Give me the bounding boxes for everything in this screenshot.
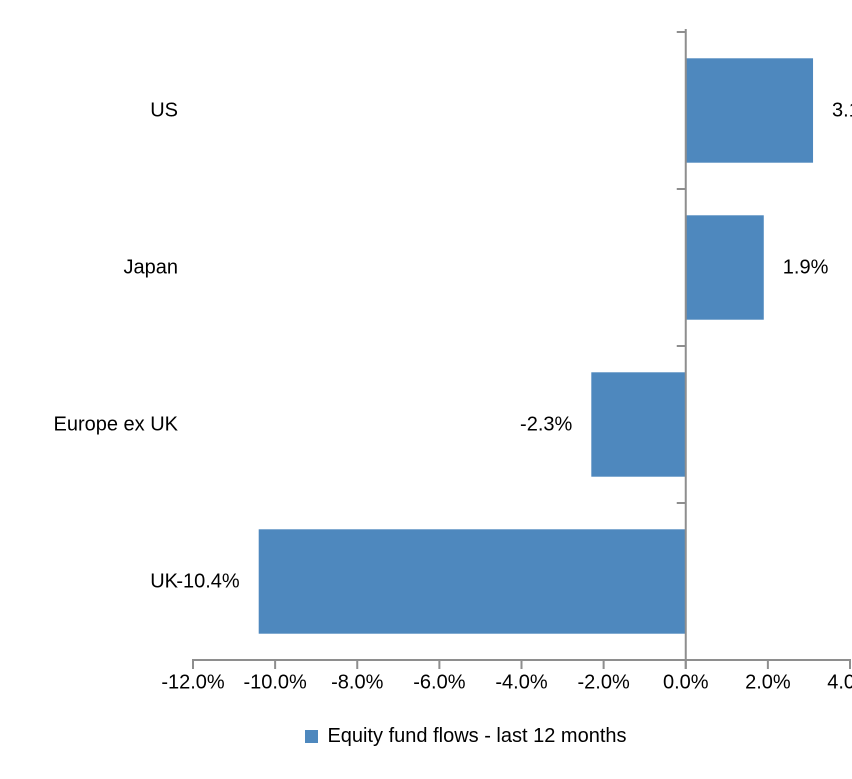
category-label-europe-ex-uk: Europe ex UK [53, 414, 178, 436]
value-label-us: 3.1% [832, 100, 852, 122]
value-label-japan: 1.9% [783, 257, 829, 279]
x-axis-tick-label: 0.0% [663, 672, 709, 694]
value-label-europe-ex-uk: -2.3% [520, 414, 572, 436]
category-label-japan: Japan [124, 257, 179, 279]
x-axis-tick-label: 4.0% [827, 672, 852, 694]
value-label-uk: -10.4% [176, 571, 240, 593]
equity-fund-flows-bar-chart: -12.0% -10.0% -8.0% -6.0% -4.0% -2.0% 0.0% 2.0%… [40, 16, 852, 763]
bar-uk [258, 529, 686, 634]
chart-canvas: -12.0% -10.0% -8.0% -6.0% -4.0% -2.0% 0.0% 2.0%… [53, 29, 852, 694]
bar-us [685, 58, 814, 163]
x-axis-tick-label: -12.0% [161, 672, 225, 694]
category-label-us: US [150, 100, 178, 122]
legend-label: Equity fund flows - last 12 months [327, 724, 627, 747]
chart-legend: Equity fund flows - last 12 months [40, 716, 852, 756]
x-axis-tick-label: -8.0% [331, 672, 383, 694]
x-axis-tick-label: -10.0% [243, 672, 307, 694]
x-axis-tick-label: -4.0% [495, 672, 547, 694]
legend-marker-swatch [305, 729, 319, 743]
x-axis-tick-label: 2.0% [745, 672, 791, 694]
category-label-uk: UK [150, 571, 178, 593]
bar-japan [685, 215, 764, 320]
x-axis-tick-label: -6.0% [413, 672, 465, 694]
bar-europe-ex-uk [591, 372, 686, 477]
x-axis-tick-label: -2.0% [578, 672, 630, 694]
